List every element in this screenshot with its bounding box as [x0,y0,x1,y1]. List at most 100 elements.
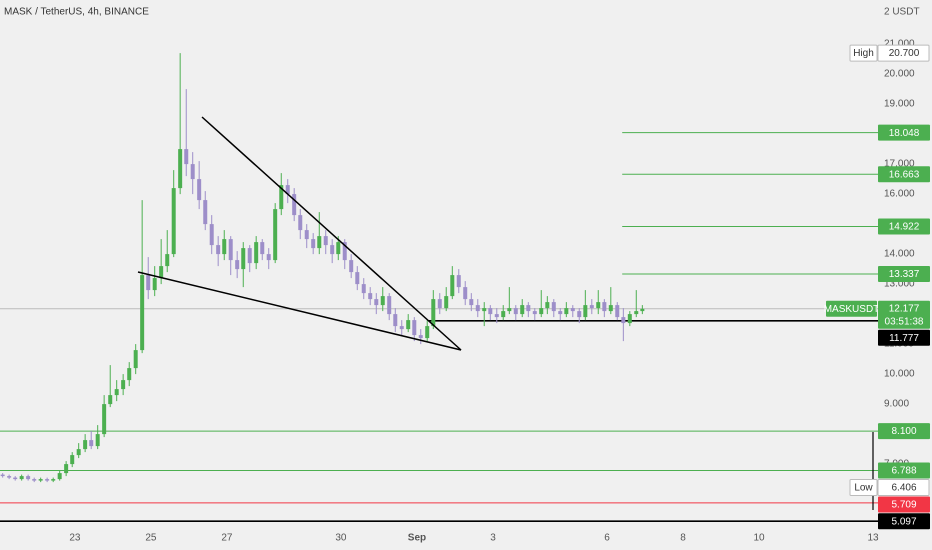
candle-body [526,305,531,312]
candle-body [425,326,430,339]
level-price-label: 5.097 [891,516,916,527]
candle-body [627,314,632,324]
candle-body [89,440,94,447]
candle-body [596,302,601,309]
y-tick-label: 10.000 [884,369,915,380]
x-tick-label: 6 [604,533,610,544]
x-tick-label: 25 [145,533,157,544]
candle-body [298,215,303,231]
candle-body [45,479,50,481]
level-price-box [878,329,930,346]
y-tick-label: 13.000 [884,279,915,290]
candle-body [399,326,404,330]
candle-body [241,248,246,270]
candle-body [469,299,474,306]
candle-body [380,296,385,306]
candle-body [76,449,81,456]
y-axis-unit: 2 USDT [884,7,920,18]
candle-body [178,149,183,189]
candle-body [114,389,119,396]
x-tick-label: 30 [335,533,347,544]
candle-body [95,434,100,447]
candle-body [13,477,18,480]
y-tick-label: 21.000 [884,39,915,50]
candle-body [494,314,499,318]
high-tag [849,44,878,62]
candle-body [431,299,436,327]
candle-body [38,479,43,481]
symbol-price: 12.177 [889,303,920,314]
candle-body [197,179,202,201]
candle-body [558,311,563,315]
candle-body [184,149,189,165]
candle-body [83,440,88,450]
candle-body [615,305,620,318]
candle-body [368,293,373,300]
level-price-label: 16.663 [889,169,920,180]
candle-body [279,185,284,210]
candle-body [589,305,594,309]
candle-body [539,308,544,315]
level-price-box [878,496,930,513]
candle-body [330,245,335,255]
candle-body [602,302,607,312]
chart-title: MASK / TetherUS, 4h, BINANCE [4,7,149,18]
candle-body [311,239,316,249]
candle-body [501,311,506,318]
level-price-box [878,218,930,235]
symbol-tag [826,300,877,317]
level-price-label: 18.048 [889,128,920,139]
y-tick-label: 14.000 [884,249,915,260]
y-tick-label: 17.000 [884,159,915,170]
candle-body [336,242,341,255]
candle-body [551,302,556,312]
level-price-box [878,423,930,440]
level-price-box [878,462,930,479]
candle-body [70,455,75,465]
candle-body [507,308,512,312]
candle-body [545,302,550,309]
candle-body [19,476,24,480]
candle-body [7,476,12,478]
x-tick-label: 8 [680,533,686,544]
level-price-box [878,124,930,141]
candle-body [190,164,195,180]
candle-body [342,242,347,261]
candle-body [247,248,252,264]
x-tick-label: 23 [69,533,81,544]
candle-body [51,479,56,481]
candle-body [254,242,259,264]
candle-body [456,275,461,288]
candle-body [222,239,227,255]
candle-body [304,230,309,240]
candle-body [488,308,493,315]
low-price-box [877,478,930,496]
level-price-label: 5.709 [891,500,916,511]
candle-body [640,308,645,312]
candle-body [273,209,278,261]
candle-body [209,224,214,246]
low-tag [849,478,878,496]
low-name: Low [854,483,873,494]
candle-body [570,308,575,312]
candle-body [165,254,170,267]
level-price-label: 14.922 [889,222,920,233]
candle-body [482,308,487,312]
high-name: High [853,48,874,59]
candle-body [140,275,145,351]
candle-body [235,260,240,270]
candle-body [216,245,221,255]
candle-body [444,296,449,309]
candle-body [121,380,126,390]
high-price: 20.700 [889,48,920,59]
candle-body [513,308,518,315]
plot-area [0,53,878,522]
y-tick-label: 19.000 [884,99,915,110]
x-tick-label: 13 [867,533,879,544]
candle-body [564,308,569,315]
symbol-price-box [878,300,930,329]
candle-body [228,239,233,261]
candle-body [374,299,379,306]
